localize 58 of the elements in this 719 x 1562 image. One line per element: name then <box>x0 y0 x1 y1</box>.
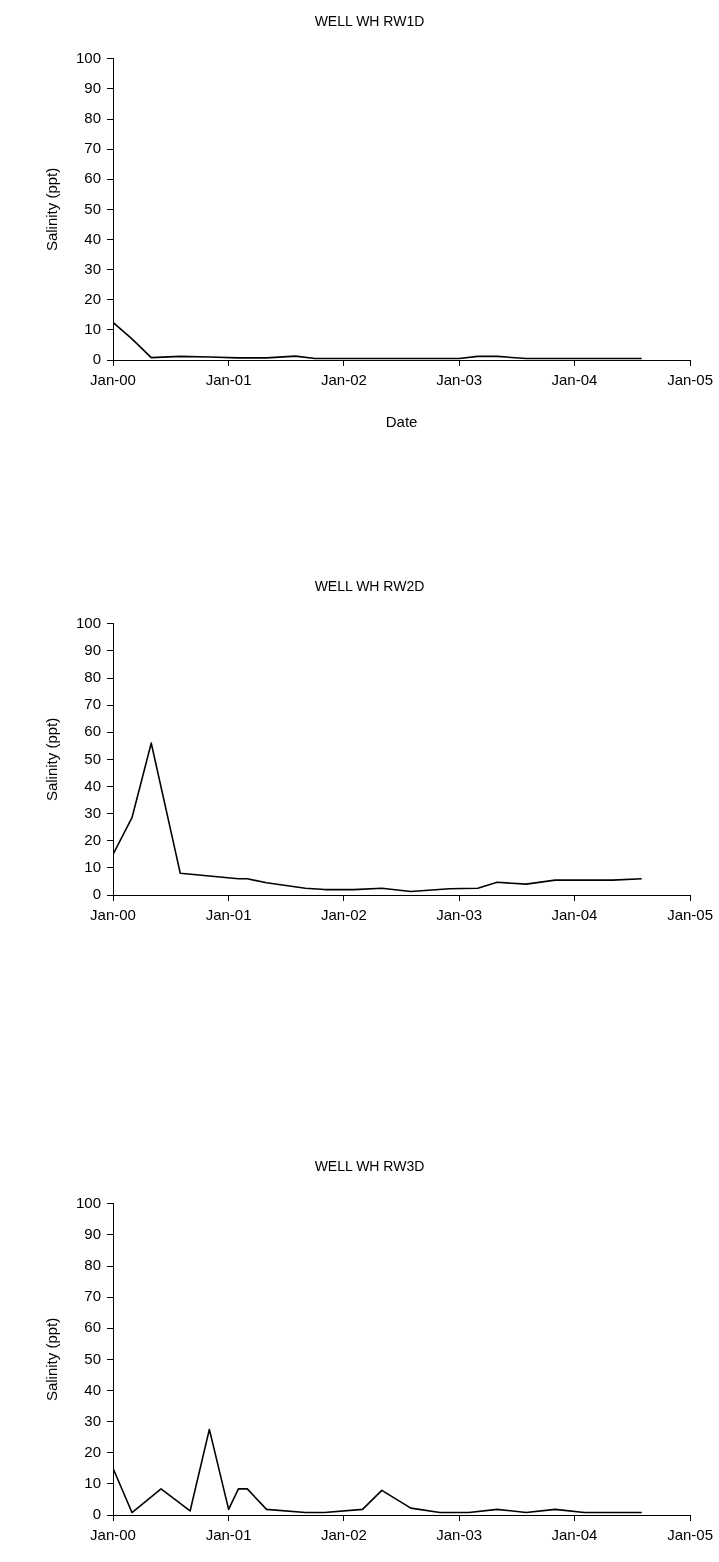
y-tick-label: 40 <box>84 229 102 247</box>
y-tick-label: 100 <box>76 1193 102 1211</box>
y-tick-label: 0 <box>92 1505 102 1523</box>
x-tick-label: Jan-02 <box>320 1526 367 1544</box>
y-tick-label: 20 <box>84 830 102 848</box>
y-tick-label: 10 <box>84 858 102 876</box>
x-axis-title: Date <box>385 413 418 431</box>
x-tick-label: Jan-00 <box>90 906 136 924</box>
y-tick-label: 90 <box>84 1225 102 1243</box>
x-tick-label: Jan-01 <box>205 906 252 924</box>
y-tick-label: 50 <box>84 749 102 767</box>
x-tick-label: Jan-04 <box>551 1526 598 1544</box>
y-tick-label: 10 <box>84 320 102 338</box>
x-tick-label: Jan-03 <box>436 906 483 924</box>
y-tick-label: 20 <box>84 289 102 307</box>
x-tick-label: Jan-05 <box>667 906 714 924</box>
y-tick-label: 60 <box>84 169 102 187</box>
y-tick-label: 60 <box>84 722 102 740</box>
chart-title: WELL WH RW1D <box>314 13 425 30</box>
y-tick-label: 80 <box>84 109 102 127</box>
y-axis-title: Salinity (ppt) <box>43 167 61 252</box>
y-tick-label: 60 <box>84 1318 102 1336</box>
x-tick-label: Jan-00 <box>90 371 136 389</box>
y-tick-label: 40 <box>84 1380 102 1398</box>
y-tick-label: 50 <box>84 1349 102 1367</box>
x-tick-label: Jan-04 <box>551 906 598 924</box>
y-axis-title: Salinity (ppt) <box>43 1317 61 1402</box>
x-tick-label: Jan-02 <box>320 906 367 924</box>
y-tick-label: 40 <box>84 776 102 794</box>
x-tick-label: Jan-05 <box>667 1526 714 1544</box>
y-tick-label: 70 <box>84 1287 102 1305</box>
y-tick-label: 70 <box>84 695 102 713</box>
y-tick-label: 80 <box>84 668 102 686</box>
y-tick-label: 90 <box>84 79 102 97</box>
y-tick-label: 100 <box>76 48 102 66</box>
x-tick-label: Jan-01 <box>205 371 252 389</box>
y-tick-label: 0 <box>92 350 102 368</box>
x-tick-label: Jan-02 <box>320 371 367 389</box>
chart-title: WELL WH RW2D <box>314 578 425 595</box>
y-axis-title: Salinity (ppt) <box>43 717 61 802</box>
x-tick-label: Jan-04 <box>551 371 598 389</box>
y-tick-label: 30 <box>84 1411 102 1429</box>
y-tick-label: 0 <box>92 885 102 903</box>
y-tick-label: 50 <box>84 199 102 217</box>
y-tick-label: 20 <box>84 1442 102 1460</box>
y-tick-label: 80 <box>84 1256 102 1274</box>
x-tick-label: Jan-03 <box>436 1526 483 1544</box>
x-tick-label: Jan-00 <box>90 1526 136 1544</box>
y-tick-label: 70 <box>84 139 102 157</box>
y-tick-label: 10 <box>84 1474 102 1492</box>
y-tick-label: 100 <box>76 613 102 631</box>
y-tick-label: 30 <box>84 259 102 277</box>
x-tick-label: Jan-05 <box>667 371 714 389</box>
chart-title: WELL WH RW3D <box>314 1158 425 1175</box>
y-tick-label: 30 <box>84 803 102 821</box>
x-tick-label: Jan-03 <box>436 371 483 389</box>
x-tick-label: Jan-01 <box>205 1526 252 1544</box>
y-tick-label: 90 <box>84 641 102 659</box>
